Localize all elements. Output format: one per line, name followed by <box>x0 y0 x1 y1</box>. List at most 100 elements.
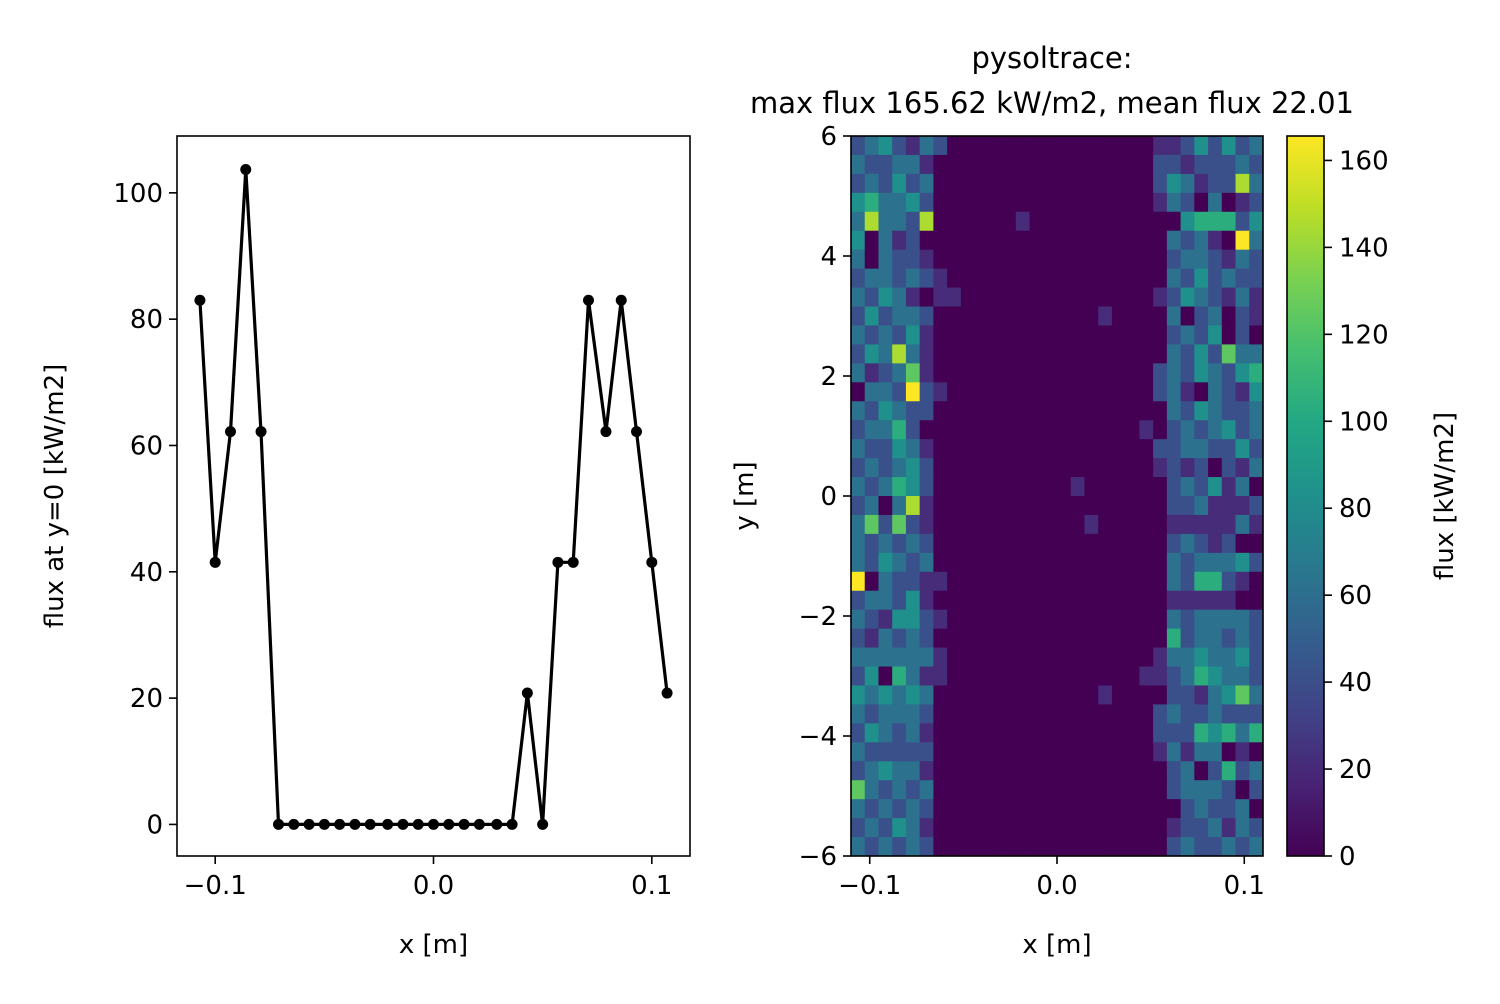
heatmap-cell <box>1166 704 1181 724</box>
heatmap-cell <box>1057 647 1072 667</box>
heatmap-cell <box>1029 628 1044 648</box>
heatmap-cell <box>864 818 879 838</box>
heatmap-cell <box>1070 287 1085 307</box>
heatmap-cell <box>1194 363 1209 383</box>
heatmap-cell <box>947 173 962 194</box>
heatmap-cell <box>1125 818 1140 838</box>
heatmap-cell <box>1029 818 1044 838</box>
heatmap-cell <box>1139 439 1154 459</box>
heatmap-cell <box>1002 780 1017 800</box>
heatmap-cell <box>974 136 989 156</box>
heatmap-cell <box>1194 496 1209 516</box>
heatmap-cell <box>1029 514 1044 535</box>
heatmap-cell <box>1125 780 1140 800</box>
heatmap-cell <box>1166 249 1181 270</box>
heatmap-cell <box>960 230 975 251</box>
heatmap-cell <box>1002 268 1017 288</box>
heatmap-cell <box>1166 325 1181 345</box>
heatmap-cell <box>1153 325 1168 345</box>
heatmap-cell <box>1166 136 1181 156</box>
heatmap-cell <box>905 514 921 535</box>
heatmap-cell <box>988 590 1003 611</box>
heatmap-cell <box>1235 154 1250 175</box>
heatmap-cell <box>960 249 975 270</box>
heatmap-cell <box>919 647 934 667</box>
heatmap-cell <box>1221 173 1236 194</box>
heatmap-cell <box>1194 609 1209 630</box>
heatmap-cell <box>1098 685 1113 705</box>
heatmap-cell <box>1235 514 1250 535</box>
heatmap-cell <box>1139 268 1154 288</box>
heatmap-cell <box>974 685 989 705</box>
line-points <box>194 163 673 830</box>
heatmap-cell <box>1029 533 1044 554</box>
heatmap-cell <box>1249 382 1264 402</box>
heatmap-cell <box>892 780 907 800</box>
heatmap-cell <box>1084 742 1099 762</box>
heatmap-cell <box>1098 552 1113 573</box>
heatmap-cell <box>892 723 907 743</box>
heatmap-cell <box>1194 211 1209 232</box>
heatmap-cell <box>1235 382 1250 402</box>
colorbar-tick-label: 120 <box>1339 320 1389 350</box>
heatmap-cell <box>988 799 1003 819</box>
heatmap-cell <box>960 173 975 194</box>
heatmap-cell <box>1070 136 1085 156</box>
heatmap-cell <box>851 192 866 213</box>
heatmap-cell <box>1166 609 1181 630</box>
heatmap-cell <box>1070 590 1085 611</box>
heatmap-cell <box>1084 325 1099 345</box>
heatmap-cell <box>974 382 989 402</box>
heatmap-cell <box>1125 154 1140 175</box>
heatmap-cell <box>892 799 907 819</box>
heatmap-cell <box>974 458 989 478</box>
heatmap-cell <box>933 249 948 270</box>
heatmap-cell <box>1125 249 1140 270</box>
heatmap-cell <box>988 325 1003 345</box>
heatmap-cell <box>1249 742 1264 762</box>
heatmap-cell <box>1249 268 1264 288</box>
heatmap-cell <box>1180 552 1195 573</box>
line-y-tick-label: 60 <box>130 431 163 461</box>
heatmap-cell <box>960 704 975 724</box>
heatmap-cell <box>892 590 907 611</box>
heatmap-cell <box>864 401 879 421</box>
heatmap-cell <box>974 268 989 288</box>
heatmap-cell <box>1029 268 1044 288</box>
heatmap-cell <box>864 533 879 554</box>
heatmap-cell <box>1029 780 1044 800</box>
heatmap-cell <box>1221 685 1236 705</box>
heatmap-cell <box>1180 818 1195 838</box>
heatmap-cell <box>1111 590 1127 611</box>
heatmap-cell <box>1043 590 1058 611</box>
heatmap-cell <box>851 173 866 194</box>
heatmap-cell <box>1002 647 1017 667</box>
heatmap-cell <box>1166 230 1181 251</box>
heatmap-cell <box>1194 590 1209 611</box>
heatmap-cell <box>878 590 893 611</box>
heatmap-cell <box>1208 136 1223 156</box>
heatmap-cell <box>1180 382 1195 402</box>
heatmap-cell <box>1153 742 1168 762</box>
heatmap-cell <box>988 685 1003 705</box>
colorbar-tick-label: 160 <box>1339 146 1389 176</box>
heatmap-cell <box>1084 192 1099 213</box>
heatmap-cell <box>1249 609 1264 630</box>
heatmap-cell <box>905 590 921 611</box>
heatmap-cell <box>1221 439 1236 459</box>
heatmap-cell <box>960 609 975 630</box>
heatmap-cell <box>1057 230 1072 251</box>
heatmap-cell <box>878 173 893 194</box>
heatmap-cell <box>1043 628 1058 648</box>
heatmap-cell <box>1084 136 1099 156</box>
heatmap-cell <box>1153 761 1168 781</box>
heatmap-cell <box>1029 173 1044 194</box>
heatmap-cell <box>1166 571 1181 592</box>
heatmap-cell <box>1125 325 1140 345</box>
heatmap-cell <box>1098 780 1113 800</box>
heatmap-cell <box>878 477 893 497</box>
heatmap-cell <box>1029 666 1044 686</box>
heatmap-cell <box>1084 287 1099 307</box>
heatmap-cell <box>1002 136 1017 156</box>
heatmap-cell <box>1125 211 1140 232</box>
